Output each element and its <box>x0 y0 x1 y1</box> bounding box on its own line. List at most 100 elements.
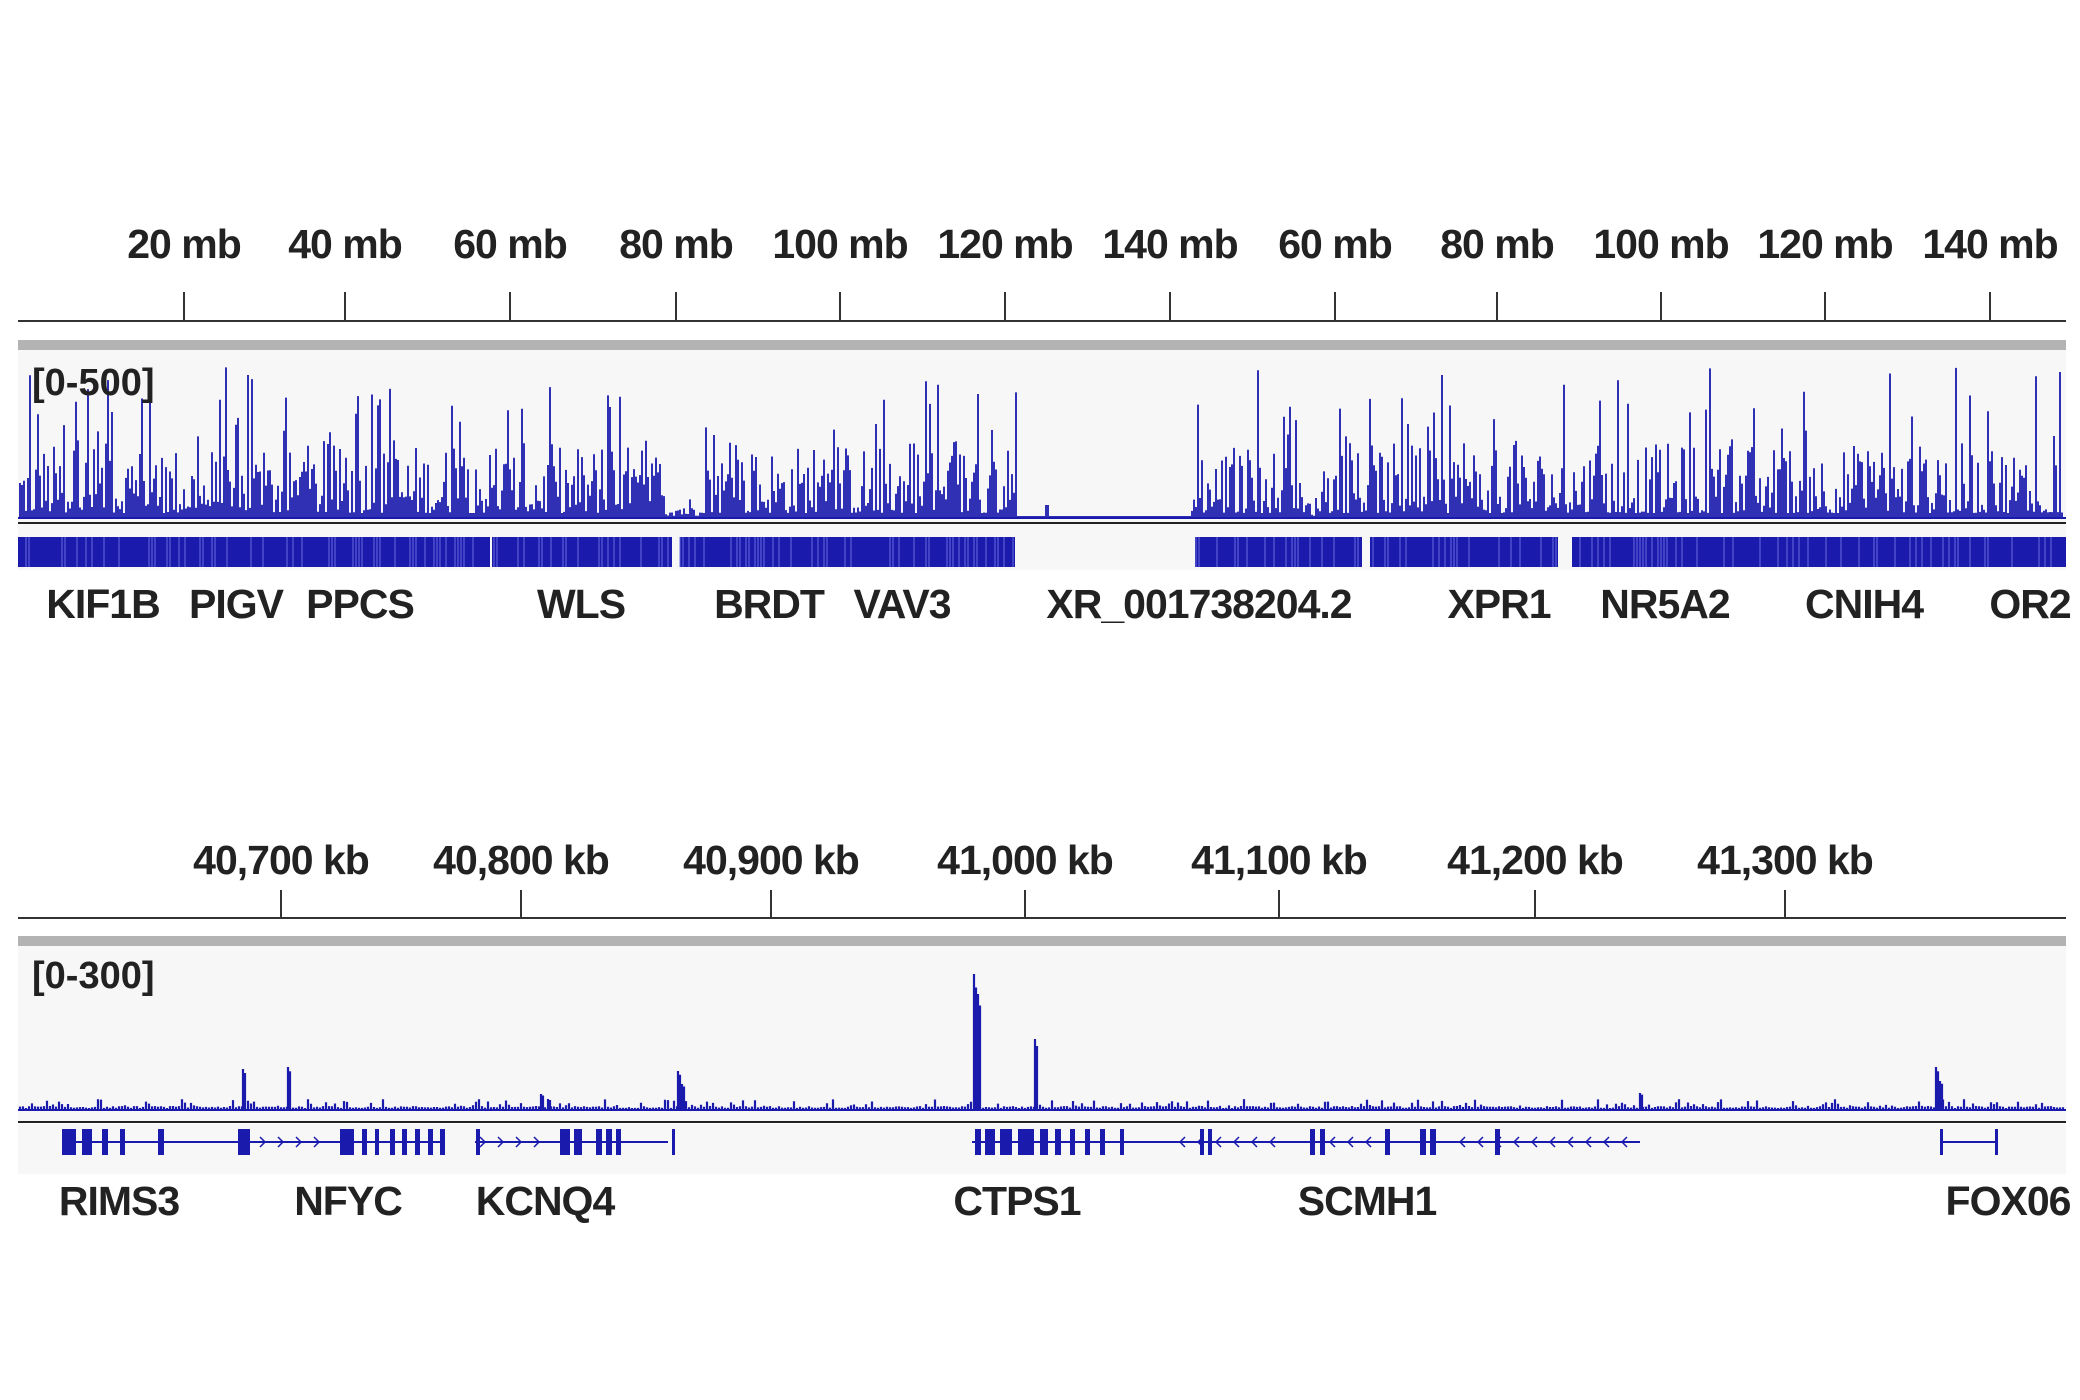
gene-exon <box>1320 1129 1325 1155</box>
gene-label[interactable]: KIF1B <box>46 581 160 627</box>
ruler-tick-label: 41,000 kb <box>937 837 1113 883</box>
gene-exon <box>1385 1129 1390 1155</box>
gene-exon <box>348 1129 354 1155</box>
gene-exon <box>1070 1129 1075 1155</box>
gene-exon <box>402 1129 407 1155</box>
gene-label[interactable]: RIMS3 <box>59 1178 181 1224</box>
gene-exon <box>340 1129 348 1155</box>
gene-exon <box>362 1129 367 1155</box>
strand-arrows <box>259 1136 1628 1148</box>
gene-exon <box>1420 1129 1426 1155</box>
gene-label[interactable]: WLS <box>537 581 626 627</box>
gene-exon <box>440 1129 445 1155</box>
ruler-tick-label: 40 mb <box>288 221 402 267</box>
gene-exon <box>158 1129 164 1155</box>
gene-density-blocks <box>18 537 2066 567</box>
coverage-bars <box>18 974 2065 1109</box>
ruler[interactable]: 20 mb 40 mb 60 mb 80 mb 100 mb 120 mb 140 mb 60… <box>18 221 2066 322</box>
ruler-tick-label: 80 mb <box>1440 221 1554 267</box>
gene-exon <box>1940 1129 1943 1155</box>
track-separator <box>18 936 2066 946</box>
signal-bars <box>18 974 2065 1109</box>
gene-exon <box>672 1129 675 1155</box>
gene-exon <box>82 1129 92 1155</box>
ruler-tick-label: 140 mb <box>1102 221 1237 267</box>
gene-label[interactable]: NFYC <box>294 1178 403 1224</box>
gene-label[interactable]: XR_001738204.2 <box>1046 581 1352 627</box>
ruler-tick-label: 40,900 kb <box>683 837 859 883</box>
gene-exon <box>1000 1129 1012 1155</box>
signal-track[interactable]: [0-300] <box>18 936 2066 1122</box>
gene-label[interactable]: CTPS1 <box>953 1178 1081 1224</box>
gene-exon <box>102 1129 108 1155</box>
gene-exon <box>375 1129 379 1155</box>
gene-label[interactable]: OR2 <box>1989 581 2072 627</box>
signal-bars <box>18 367 2066 524</box>
gene-label[interactable]: PIGV <box>189 581 286 627</box>
gene-exon <box>1018 1129 1034 1155</box>
ruler-tick-label: 120 mb <box>937 221 1072 267</box>
gene-exon <box>476 1129 480 1155</box>
gene-label[interactable]: XPR1 <box>1447 581 1551 627</box>
ruler-tick-label: 20 mb <box>127 221 241 267</box>
genome-overview-panel: 20 mb 40 mb 60 mb 80 mb 100 mb 120 mb 140 mb 60… <box>0 0 2080 640</box>
gene-exon <box>985 1129 995 1155</box>
signal-track[interactable]: [0-500] <box>18 340 2066 526</box>
gene-track[interactable]: KIF1B PIGV PPCS WLS BRDT VAV3 XR_001738204.2 XP… <box>18 526 2072 627</box>
ruler-tick-label: 40,800 kb <box>433 837 609 883</box>
gene-exon <box>415 1129 420 1155</box>
zoomed-region-panel: 40,700 kb 40,800 kb 40,900 kb 41,000 kb 41,1… <box>0 640 2080 1280</box>
gene-exon <box>1100 1129 1105 1155</box>
gene-exon <box>596 1129 602 1155</box>
gene-exon <box>62 1129 76 1155</box>
gene-exon <box>1430 1129 1436 1155</box>
gene-exon <box>1055 1129 1061 1155</box>
gene-exon <box>1200 1129 1204 1155</box>
gene-density-block <box>1370 537 1558 567</box>
ruler-tick-label: 100 mb <box>1593 221 1728 267</box>
gene-exon <box>616 1129 621 1155</box>
ruler-tick-label: 60 mb <box>1278 221 1392 267</box>
gene-exon <box>1995 1129 1998 1155</box>
track-background <box>18 350 2066 526</box>
gene-exon <box>238 1129 250 1155</box>
ruler-tick-label: 40,700 kb <box>193 837 369 883</box>
gene-exon <box>560 1129 570 1155</box>
coverage-bars <box>19 367 2063 517</box>
ruler-tick-label: 41,200 kb <box>1447 837 1623 883</box>
ruler[interactable]: 40,700 kb 40,800 kb 40,900 kb 41,000 kb 41,1… <box>18 837 2066 919</box>
gene-exon <box>1495 1129 1500 1155</box>
gene-models <box>62 1129 1998 1155</box>
gene-label[interactable]: PPCS <box>306 581 415 627</box>
gene-density-block <box>1195 537 1362 567</box>
gene-label[interactable]: SCMH1 <box>1298 1178 1438 1224</box>
gene-exon <box>1310 1129 1315 1155</box>
gene-label[interactable]: BRDT <box>714 581 826 627</box>
gene-label[interactable]: NR5A2 <box>1600 581 1731 627</box>
gene-exon <box>1120 1129 1124 1155</box>
gene-track[interactable]: RIMS3 NFYC KCNQ4 CTPS1 SCMH1 FOX06 <box>18 1121 2072 1224</box>
gene-exon <box>606 1129 612 1155</box>
gene-density-texture <box>25 537 2052 567</box>
track-separator <box>18 340 2066 350</box>
data-range-label: [0-500] <box>32 362 155 404</box>
zoomed-region-svg: 40,700 kb 40,800 kb 40,900 kb 41,000 kb 41,1… <box>18 837 2072 1224</box>
gene-density-block <box>18 537 490 567</box>
gene-label[interactable]: KCNQ4 <box>476 1178 617 1224</box>
gene-label[interactable]: VAV3 <box>853 581 951 627</box>
gene-label[interactable]: CNIH4 <box>1805 581 1925 627</box>
ruler-tick-label: 80 mb <box>619 221 733 267</box>
ruler-tick-label: 60 mb <box>453 221 567 267</box>
gene-exon <box>574 1129 582 1155</box>
ruler-tick-label: 41,100 kb <box>1191 837 1367 883</box>
gene-exon <box>120 1129 125 1155</box>
data-range-label: [0-300] <box>32 955 155 997</box>
ruler-tick-label: 41,300 kb <box>1697 837 1873 883</box>
gene-density-block <box>492 537 672 567</box>
gene-label[interactable]: FOX06 <box>1946 1178 2072 1224</box>
track-background <box>18 946 2066 1122</box>
gene-exon <box>390 1129 395 1155</box>
gene-exon <box>1208 1129 1212 1155</box>
gene-exon <box>975 1129 981 1155</box>
ruler-tick-label: 100 mb <box>772 221 907 267</box>
